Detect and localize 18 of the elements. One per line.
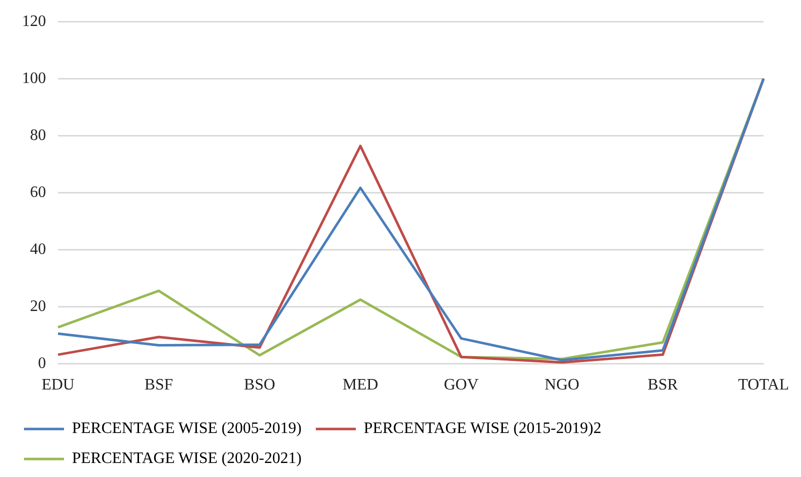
x-tick-label: BSR [648,376,678,394]
y-tick-label: 40 [30,240,46,258]
y-tick-label: 100 [22,70,46,87]
y-tick-label: 20 [30,298,46,315]
x-tick-label: BSF [144,376,174,394]
x-tick-label: MED [342,376,378,394]
x-tick-label: TOTAL [738,376,789,394]
x-tick-label: EDU [42,376,75,394]
y-tick-label: 0 [38,355,46,372]
y-tick-label: 80 [30,126,46,144]
x-tick-label: BSO [244,376,276,394]
x-tick-label: GOV [444,376,479,394]
legend-label: PERCENTAGE WISE (2005-2019) [72,420,302,438]
x-tick-label: NGO [544,376,580,394]
legend-label: PERCENTAGE WISE (2020-2021) [72,450,302,468]
legend-label: PERCENTAGE WISE (2015-2019)2 [364,420,602,438]
y-tick-label: 120 [22,12,46,30]
y-tick-label: 60 [30,184,46,201]
